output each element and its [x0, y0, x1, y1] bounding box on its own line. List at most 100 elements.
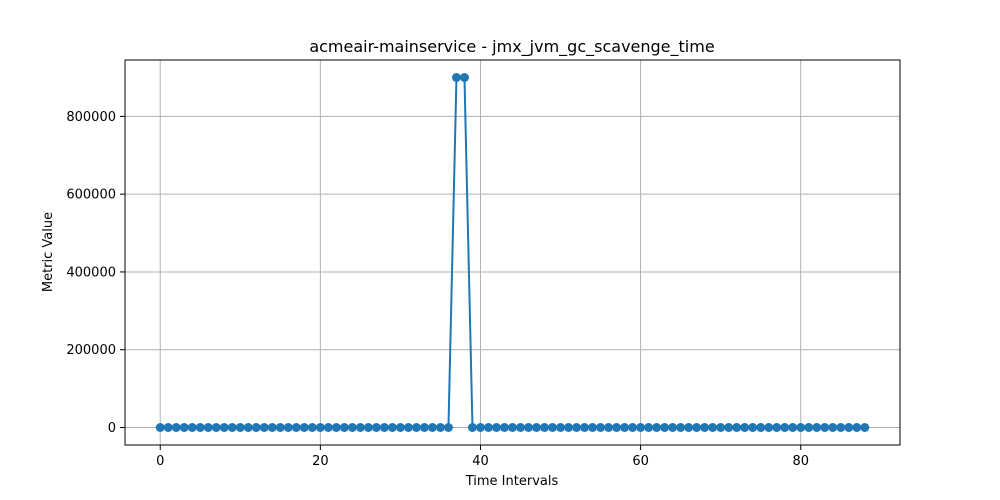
data-point — [660, 423, 670, 432]
data-point — [331, 423, 341, 432]
data-point — [283, 423, 293, 432]
data-point — [748, 423, 758, 432]
data-point — [716, 423, 726, 432]
data-point — [203, 423, 213, 432]
data-point — [612, 423, 622, 432]
data-point — [588, 423, 598, 432]
data-point — [684, 423, 694, 432]
data-point — [251, 423, 261, 432]
data-point — [467, 423, 477, 432]
data-point — [259, 423, 269, 432]
data-point — [347, 423, 357, 432]
data-point — [676, 423, 686, 432]
data-point — [724, 423, 734, 432]
data-point — [796, 423, 806, 432]
data-point — [443, 423, 453, 432]
data-point — [363, 423, 373, 432]
y-tick-label: 200000 — [66, 343, 116, 358]
data-point — [475, 423, 485, 432]
series-line — [160, 76, 865, 429]
data-point — [532, 423, 542, 432]
data-point — [828, 423, 838, 432]
data-series — [155, 73, 870, 432]
data-point — [652, 423, 662, 432]
x-tick-label: 60 — [632, 454, 649, 469]
data-point — [371, 423, 381, 432]
data-point — [323, 423, 333, 432]
data-point — [219, 423, 229, 432]
data-point — [491, 423, 501, 432]
data-point — [211, 423, 221, 432]
data-point — [852, 423, 862, 432]
data-point — [235, 423, 245, 432]
grid — [125, 60, 900, 445]
data-point — [267, 423, 277, 432]
data-point — [708, 423, 718, 432]
data-point — [780, 423, 790, 432]
x-axis-label: Time Intervals — [465, 474, 559, 489]
data-point — [604, 423, 614, 432]
y-tick-label: 800000 — [66, 110, 116, 125]
data-point — [499, 423, 509, 432]
y-axis-label: Metric Value — [41, 212, 56, 292]
data-point — [812, 423, 822, 432]
data-point — [427, 423, 437, 432]
data-point — [403, 423, 413, 432]
axis-ticks: 0 20 40 60 80 0 200000 400000 600000 800000 — [66, 110, 809, 469]
x-tick-label: 20 — [312, 454, 329, 469]
data-point — [419, 423, 429, 432]
data-point — [860, 423, 870, 432]
data-point — [564, 423, 574, 432]
data-point — [644, 423, 654, 432]
data-point — [572, 423, 582, 432]
data-point — [435, 423, 445, 432]
data-point — [820, 423, 830, 432]
data-point — [179, 423, 189, 432]
data-point — [243, 423, 253, 432]
y-tick-label: 400000 — [66, 265, 116, 280]
data-point — [548, 423, 558, 432]
data-point — [411, 423, 421, 432]
data-point — [540, 423, 550, 432]
data-point — [772, 423, 782, 432]
data-point — [379, 423, 389, 432]
data-point — [155, 423, 165, 432]
data-point — [171, 423, 181, 432]
data-point — [187, 423, 197, 432]
data-point — [355, 423, 365, 432]
data-point — [580, 423, 590, 432]
data-point — [700, 423, 710, 432]
data-point — [339, 423, 349, 432]
data-point — [740, 423, 750, 432]
data-point — [307, 423, 317, 432]
data-point — [516, 423, 526, 432]
data-point — [451, 73, 461, 82]
data-point — [387, 423, 397, 432]
data-point — [227, 423, 237, 432]
data-point — [195, 423, 205, 432]
chart-title: acmeair-mainservice - jmx_jvm_gc_scaveng… — [309, 37, 714, 57]
data-point — [299, 423, 309, 432]
data-point — [692, 423, 702, 432]
data-point — [275, 423, 285, 432]
data-point — [628, 423, 638, 432]
data-point — [844, 423, 854, 432]
y-tick-label: 600000 — [66, 188, 116, 203]
data-point — [395, 423, 405, 432]
data-point — [163, 423, 173, 432]
data-point — [459, 73, 469, 82]
data-point — [596, 423, 606, 432]
data-point — [524, 423, 534, 432]
data-point — [620, 423, 630, 432]
data-point — [508, 423, 517, 432]
x-tick-label: 80 — [792, 454, 809, 469]
data-point — [732, 423, 742, 432]
data-point — [315, 423, 325, 432]
x-tick-label: 0 — [156, 454, 164, 469]
data-point — [483, 423, 493, 432]
data-point — [836, 423, 846, 432]
y-tick-label: 0 — [108, 421, 116, 436]
plot-area-frame — [124, 59, 901, 446]
data-point — [788, 423, 798, 432]
